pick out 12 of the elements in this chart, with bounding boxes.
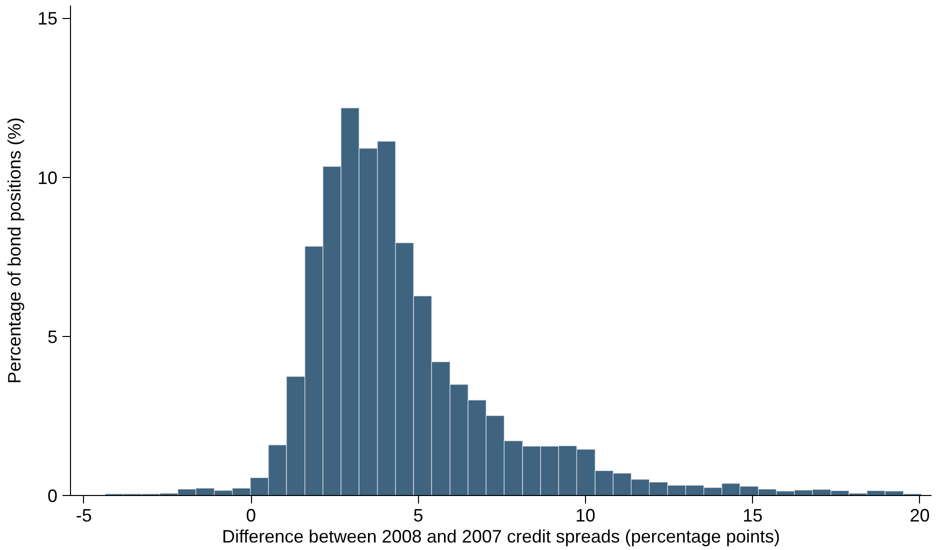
y-tick-label: 10 [37,168,58,188]
y-tick-label: 5 [47,326,58,347]
y-tick-label: 0 [47,486,58,506]
x-tick-label: -5 [76,506,92,526]
y-axis-title: Percentage of bond positions (%) [4,117,24,384]
x-tick-label: 15 [742,506,763,526]
x-axis-title: Difference between 2008 and 2007 credit spreads (percentage points) [222,526,780,546]
x-tick-label: 20 [910,506,930,526]
x-tick-label: 5 [413,506,424,526]
x-tick-label: 10 [575,506,596,526]
y-tick-label: 15 [37,8,58,29]
x-tick-label: 0 [246,506,256,526]
